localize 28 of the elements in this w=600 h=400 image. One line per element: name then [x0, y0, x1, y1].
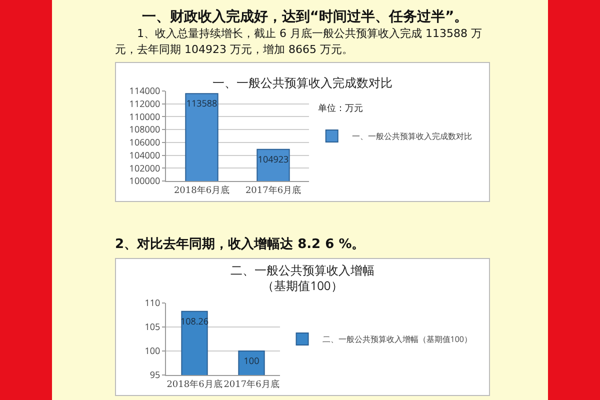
x-tick-label: 2017年6月底	[224, 378, 280, 390]
data-label: 104923	[258, 152, 289, 166]
x-tick-label: 2018年6月底	[174, 184, 230, 196]
x-tick-label: 2018年6月底	[166, 378, 222, 390]
data-label: 100	[244, 354, 260, 367]
y-tick-label: 112000	[129, 97, 160, 110]
text: 单位：万元	[318, 101, 363, 114]
y-tick-label: 105	[144, 320, 160, 334]
y-tick-label: 100	[144, 344, 160, 358]
text: 1、收入总量持续增长，截止 6 月底一般公共预算收入完成 113588 万元，去年同期 104923 万元，增加 8665 万元。	[115, 26, 483, 58]
y-tick-label: 95	[150, 368, 160, 382]
legend-label: 二、一般公共预算收入增幅（基期值100）	[322, 334, 472, 346]
text: 2、对比去年同期，收入增幅达 8.2 6 %。	[115, 236, 366, 254]
y-tick-label: 108000	[129, 122, 160, 136]
y-tick-label: 106000	[129, 136, 160, 149]
y-tick-label: 104000	[129, 148, 160, 162]
y-tick-label: 114000	[129, 84, 160, 98]
data-label: 108.26	[180, 314, 209, 328]
chart-title: 二、一般公共预算收入增幅（基期值100）	[230, 262, 374, 294]
data-label: 113588	[186, 96, 218, 110]
chart-title: 一、一般公共预算收入完成数对比	[212, 74, 392, 91]
legend-label: 一、一般公共预算收入完成数对比	[352, 131, 472, 142]
x-tick-label: 2017年6月底	[245, 184, 302, 196]
y-tick-label: 102000	[129, 161, 160, 174]
y-tick-label: 100000	[129, 174, 160, 188]
y-tick-label: 110	[144, 296, 160, 310]
y-tick-label: 110000	[129, 110, 160, 123]
text: 一、财政收入完成好，达到“时间过半、任务过半”。	[140, 8, 470, 26]
